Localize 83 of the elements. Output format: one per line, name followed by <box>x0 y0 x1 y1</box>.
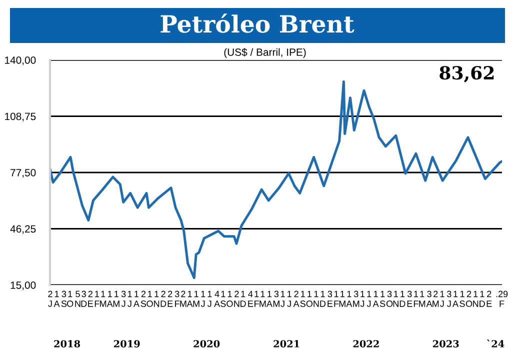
x-tick-label: 4 E <box>248 290 254 307</box>
x-tick-label: 3 M <box>353 290 360 307</box>
x-tick-label: 5 N <box>75 290 80 307</box>
x-tick-label: 1 O <box>306 290 312 307</box>
chart-title: Petróleo Brent <box>160 14 354 33</box>
x-tick-label: .29 F <box>496 290 508 307</box>
x-tick-label: 1 N <box>473 290 478 307</box>
x-tick-label: 1 S <box>380 290 386 307</box>
y-tick-label: 108,75 <box>5 112 36 122</box>
x-tick-label: 2 O <box>466 290 472 307</box>
x-tick-label: 4 A <box>214 290 220 307</box>
x-tick-label: 1 N <box>154 290 160 307</box>
x-tick-label: 3 J <box>446 290 452 307</box>
annotation: 83,62 <box>440 66 494 82</box>
x-tick-label: 1 N <box>393 290 398 307</box>
x-tick-label: 1 F <box>94 290 100 307</box>
text: 2021 <box>274 340 300 348</box>
x-tick-label: 1 J <box>280 290 285 307</box>
x-tick-label: 2 N <box>234 290 240 307</box>
x-tick-label: 3 O <box>386 290 393 307</box>
x-tick-label: 1 S <box>460 290 465 307</box>
x-tick-label: 1 A <box>133 290 140 307</box>
x-tick-label: 2 S <box>140 290 146 307</box>
x-tick-label: 1 O <box>226 290 233 307</box>
x-tick-label: 1 A <box>372 290 379 307</box>
x-tick-label: 1 J <box>366 290 372 307</box>
x-tick-label: 1 A <box>452 290 458 307</box>
x-tick-label: 3 A <box>426 290 432 307</box>
x-tick-label: 1 A <box>346 290 352 307</box>
x-tick-label: 1 O <box>67 290 74 307</box>
x-tick-label: 3 M <box>273 290 280 307</box>
x-tick-label: 1 D <box>240 290 246 307</box>
x-tick-label: 3 E <box>407 290 412 307</box>
x-tick-label: 1 M <box>419 290 426 307</box>
x-tick-label: 2 E <box>168 290 173 307</box>
x-tick-label: 1 J <box>208 290 212 307</box>
chart-subtitle: (US$ / Barril, IPE) <box>224 48 306 58</box>
x-tick-label: 1 F <box>254 290 259 307</box>
text: `24 <box>486 340 504 348</box>
x-tick-label: 1 J <box>128 290 132 307</box>
y-tick-label: 77,50 <box>10 169 36 178</box>
x-tick-label: 2 A <box>293 290 300 307</box>
x-tick-label: 3 S <box>61 290 67 307</box>
x-tick-label: 2 M <box>432 290 439 307</box>
x-tick-label: 2 J <box>48 290 52 307</box>
x-tick-label: 1 S <box>220 290 226 307</box>
x-tick-label: 1 J <box>440 290 444 307</box>
x-tick-label: 1 A <box>266 290 272 307</box>
x-tick-label: 1 D <box>320 290 326 307</box>
x-tick-label: 1 N <box>314 290 319 307</box>
text: 2019 <box>114 340 140 348</box>
x-tick-label: 1 M <box>100 290 106 307</box>
x-tick-label: 3 E <box>328 290 333 307</box>
x-tick-label: 1 O <box>146 290 153 307</box>
x-tick-label: 1 A <box>186 290 193 307</box>
text: 2022 <box>353 340 379 348</box>
x-tick-label: 1 S <box>300 290 306 307</box>
x-tick-label: 1 M <box>113 290 120 307</box>
x-tick-label: 1 F <box>414 290 418 307</box>
x-tick-label: 3 F <box>174 290 180 307</box>
x-tick-label: 2 D <box>160 290 166 307</box>
x-tick-label: 1 M <box>260 290 266 307</box>
x-tick-label: 1 A <box>54 290 60 307</box>
x-tick-label: 1 F <box>334 290 339 307</box>
text: 2018 <box>54 340 80 348</box>
y-tick-label: 46,25 <box>10 225 36 234</box>
x-tick-label: 1 D <box>400 290 406 307</box>
x-tick-label: 2 E <box>486 290 492 307</box>
x-tick-label: 2 M <box>180 290 186 307</box>
x-tick-label: 1 D <box>480 290 485 307</box>
text: 2020 <box>194 340 220 348</box>
x-tick-label: 1 J <box>287 290 292 307</box>
x-tick-label: 1 M <box>339 290 346 307</box>
x-tick-label: 1 M <box>193 290 200 307</box>
x-tick-label: 3 D <box>81 290 87 307</box>
y-tick-label: 15,00 <box>10 282 36 290</box>
x-tick-label: 1 J <box>360 290 365 307</box>
y-tick-label: 140,00 <box>5 56 36 66</box>
text: 2023 <box>433 340 459 348</box>
x-tick-label: 1 J <box>200 290 206 307</box>
x-tick-label: 3 J <box>121 290 126 307</box>
x-tick-label: 2 E <box>88 290 94 307</box>
x-tick-label: 1 A <box>106 290 113 307</box>
